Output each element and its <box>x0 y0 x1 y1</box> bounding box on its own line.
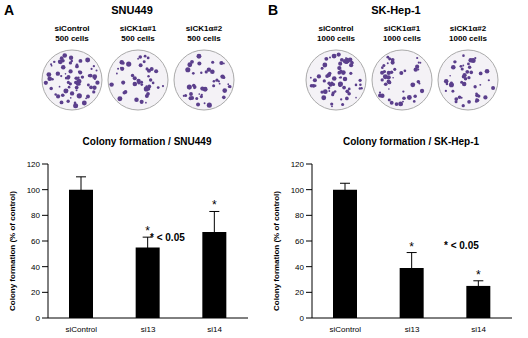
svg-text:20: 20 <box>31 288 40 297</box>
svg-text:60: 60 <box>295 237 304 246</box>
svg-text:0: 0 <box>300 314 305 323</box>
html-text:B: B <box>268 2 279 18</box>
svg-text:*: * <box>409 240 414 254</box>
html-text:siCK1α#2: siCK1α#2 <box>449 24 487 33</box>
html-text:* < 0.05: * < 0.05 <box>150 232 185 243</box>
svg-text:siControl: siControl <box>66 325 98 334</box>
svg-text:*: * <box>476 268 481 282</box>
svg-text:80: 80 <box>295 211 304 220</box>
svg-text:si14: si14 <box>471 325 486 334</box>
svg-text:si14: si14 <box>207 325 222 334</box>
svg-text:Colony formation (% of control: Colony formation (% of control) <box>8 191 17 311</box>
html-text:siCK1α#2: siCK1α#2 <box>185 24 223 33</box>
html-text:siCK1α#1: siCK1α#1 <box>383 24 421 33</box>
svg-text:60: 60 <box>31 237 40 246</box>
html-text:500 cells: 500 cells <box>187 34 221 43</box>
svg-text:si13: si13 <box>141 325 156 334</box>
html-text:SNU449: SNU449 <box>111 4 153 16</box>
html-text:1000 cells: 1000 cells <box>383 34 421 43</box>
svg-text:*: * <box>212 198 217 212</box>
html-text:siCK1α#1: siCK1α#1 <box>119 24 157 33</box>
svg-text:siControl: siControl <box>330 325 362 334</box>
svg-text:Colony formation (% of control: Colony formation (% of control) <box>272 191 281 311</box>
svg-text:20: 20 <box>295 288 304 297</box>
html-text:* < 0.05: * < 0.05 <box>444 240 479 251</box>
svg-text:si13: si13 <box>405 325 420 334</box>
html-text:1000 cells: 1000 cells <box>317 34 355 43</box>
svg-text:40: 40 <box>31 263 40 272</box>
html-text:A: A <box>4 2 15 18</box>
html-text:Colony formation / SNU449: Colony formation / SNU449 <box>82 136 212 147</box>
svg-text:*: * <box>145 224 150 238</box>
html-text:SK-Hep-1: SK-Hep-1 <box>371 4 421 16</box>
html-text:500 cells: 500 cells <box>121 34 155 43</box>
svg-text:80: 80 <box>31 211 40 220</box>
svg-text:100: 100 <box>27 186 41 195</box>
svg-text:120: 120 <box>27 160 41 169</box>
svg-text:0: 0 <box>36 314 41 323</box>
svg-text:40: 40 <box>295 263 304 272</box>
html-text:1000 cells: 1000 cells <box>449 34 487 43</box>
svg-text:100: 100 <box>291 186 305 195</box>
html-text:500 cells: 500 cells <box>55 34 89 43</box>
svg-text:120: 120 <box>291 160 305 169</box>
html-text:siControl: siControl <box>54 24 90 33</box>
html-text:siControl: siControl <box>318 24 354 33</box>
html-text:Colony formation / SK-Hep-1: Colony formation / SK-Hep-1 <box>342 136 480 147</box>
